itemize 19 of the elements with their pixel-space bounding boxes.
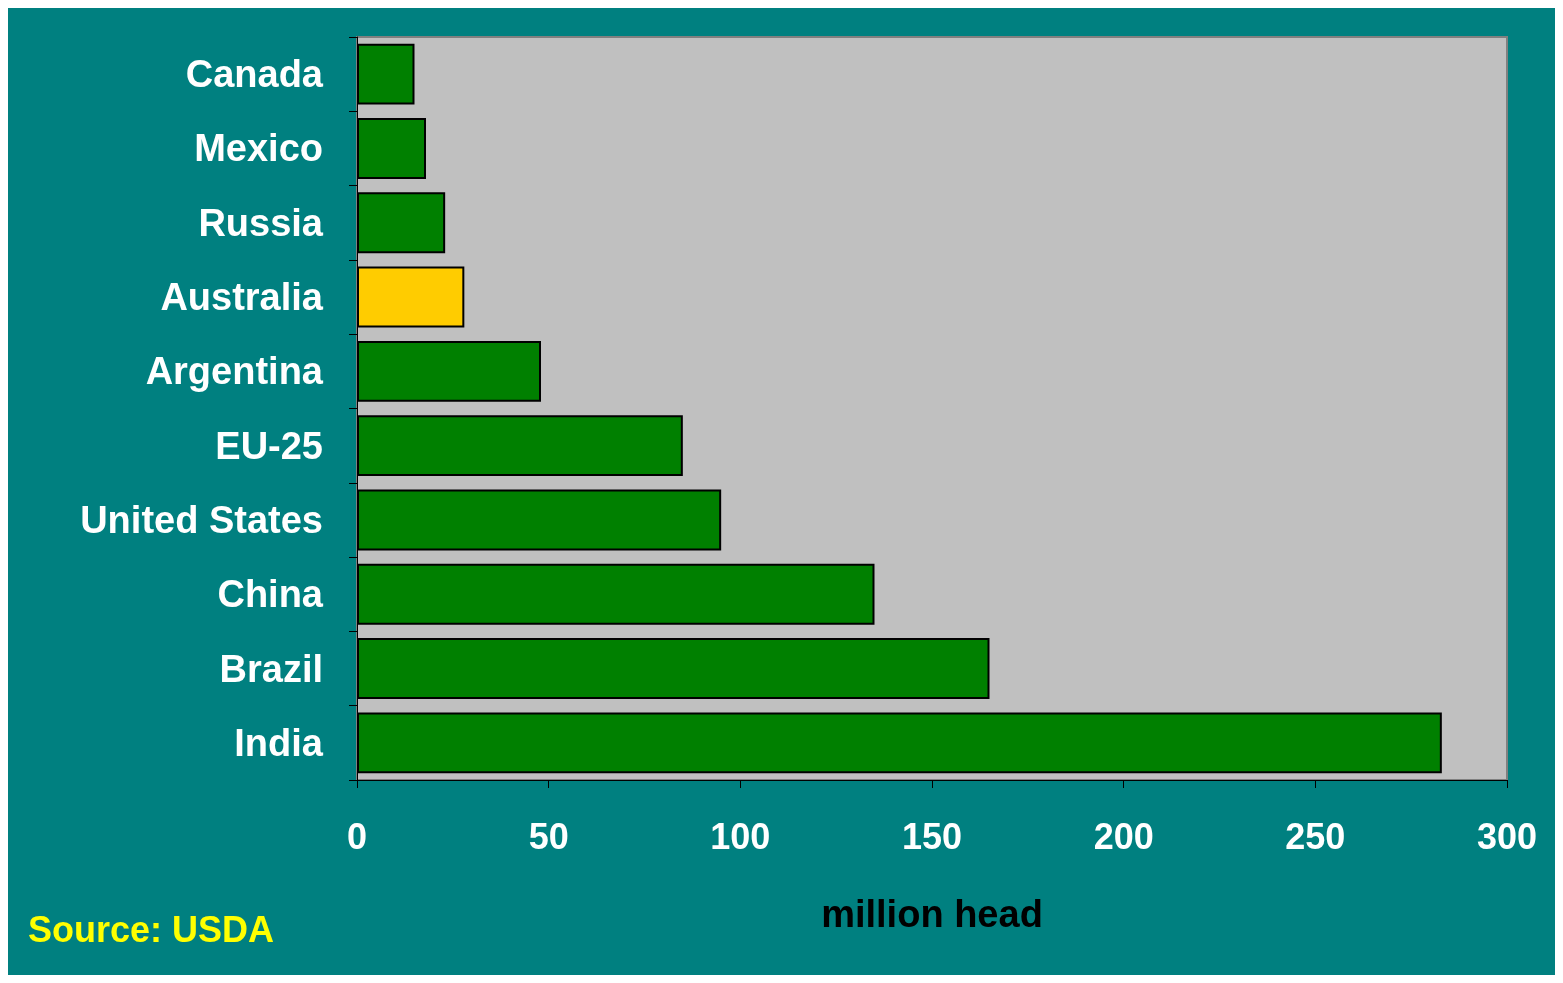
y-tick-label: Argentina: [145, 350, 324, 393]
y-tick-label: India: [234, 721, 324, 764]
y-tick-label: United States: [80, 498, 323, 541]
x-tick-label: 100: [710, 815, 771, 857]
x-tick-label: 250: [1285, 815, 1346, 857]
x-tick-label: 50: [528, 815, 569, 857]
y-tick-label: Mexico: [194, 127, 323, 170]
y-tick-label: Canada: [185, 53, 324, 96]
x-tick-label: 0: [346, 815, 368, 857]
y-tick-label: Australia: [160, 276, 324, 319]
y-tick-label: Russia: [198, 201, 324, 244]
source-note: Source: USDA: [28, 908, 275, 950]
x-axis-title: million head: [821, 893, 1043, 935]
x-tick-label: 300: [1476, 815, 1538, 857]
y-tick-label: China: [217, 573, 324, 616]
x-tick-label: 150: [901, 815, 963, 857]
y-tick-label: Brazil: [219, 647, 323, 690]
y-tick-label: EU-25: [215, 424, 323, 467]
x-tick-label: 200: [1093, 815, 1154, 857]
